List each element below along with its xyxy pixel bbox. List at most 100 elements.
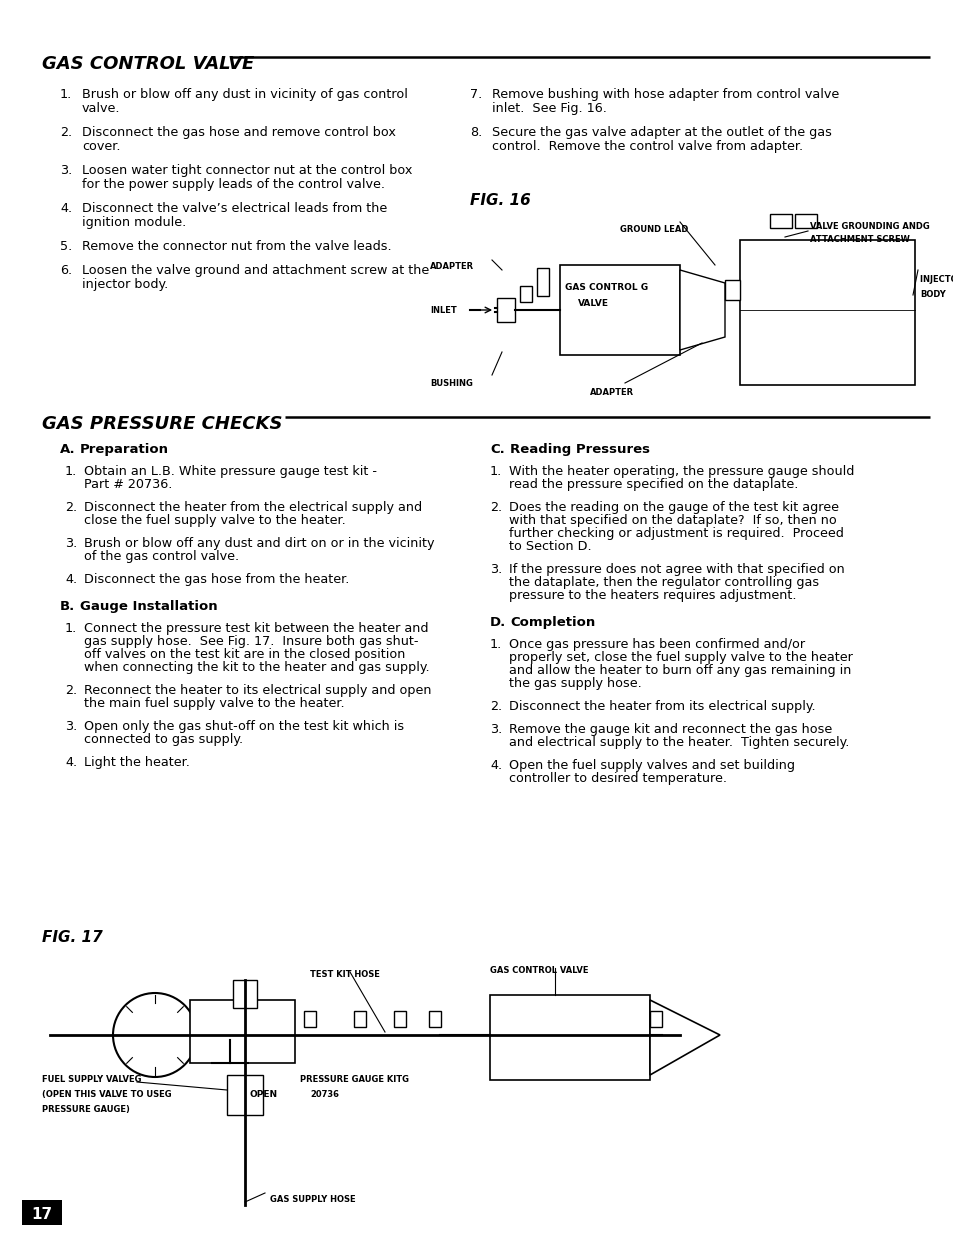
Text: the gas supply hose.: the gas supply hose. [509, 677, 641, 690]
Bar [724, 280, 740, 300]
Text: 1.: 1. [65, 622, 77, 635]
Text: BUSHING: BUSHING [430, 379, 473, 388]
Text: ignition module.: ignition module. [82, 216, 186, 228]
Text: FIG. 17: FIG. 17 [42, 930, 103, 945]
Text: 4.: 4. [65, 756, 77, 769]
Text: 2.: 2. [490, 501, 501, 514]
Text: Brush or blow off any dust in vicinity of gas control: Brush or blow off any dust in vicinity o… [82, 88, 408, 101]
Text: INJECTOR G: INJECTOR G [919, 275, 953, 284]
Text: 1.: 1. [60, 88, 72, 101]
Bar [190, 1000, 294, 1063]
Text: With the heater operating, the pressure gauge should: With the heater operating, the pressure … [509, 466, 854, 478]
Text: gas supply hose.  See Fig. 17.  Insure both gas shut-: gas supply hose. See Fig. 17. Insure bot… [84, 635, 418, 648]
Text: 4.: 4. [65, 573, 77, 585]
Text: the dataplate, then the regulator controlling gas: the dataplate, then the regulator contro… [509, 576, 819, 589]
Text: ADAPTER: ADAPTER [430, 262, 474, 270]
Text: Disconnect the heater from its electrical supply.: Disconnect the heater from its electrica… [509, 700, 815, 713]
Text: 3.: 3. [65, 537, 77, 550]
Text: to Section D.: to Section D. [509, 540, 591, 553]
Text: Connect the pressure test kit between the heater and: Connect the pressure test kit between th… [84, 622, 428, 635]
Text: If the pressure does not agree with that specified on: If the pressure does not agree with that… [509, 563, 843, 576]
Bar [490, 995, 649, 1079]
Text: 2.: 2. [490, 700, 501, 713]
Text: Disconnect the gas hose and remove control box: Disconnect the gas hose and remove contr… [82, 126, 395, 140]
Text: Part # 20736.: Part # 20736. [84, 478, 172, 492]
Text: FUEL SUPPLY VALVEG: FUEL SUPPLY VALVEG [42, 1074, 141, 1084]
Text: Remove bushing with hose adapter from control valve: Remove bushing with hose adapter from co… [492, 88, 839, 101]
Text: connected to gas supply.: connected to gas supply. [84, 734, 243, 746]
Text: Once gas pressure has been confirmed and/or: Once gas pressure has been confirmed and… [509, 638, 804, 651]
Polygon shape [679, 270, 724, 350]
Text: Disconnect the valve’s electrical leads from the: Disconnect the valve’s electrical leads … [82, 203, 387, 215]
Text: Light the heater.: Light the heater. [84, 756, 190, 769]
Text: Secure the gas valve adapter at the outlet of the gas: Secure the gas valve adapter at the outl… [492, 126, 831, 140]
Text: 5.: 5. [60, 240, 72, 253]
Text: GAS CONTROL VALVE: GAS CONTROL VALVE [42, 56, 254, 73]
Text: 6.: 6. [60, 264, 72, 277]
Text: and allow the heater to burn off any gas remaining in: and allow the heater to burn off any gas… [509, 664, 850, 677]
Text: Open only the gas shut-off on the test kit which is: Open only the gas shut-off on the test k… [84, 720, 404, 734]
Text: GAS SUPPLY HOSE: GAS SUPPLY HOSE [270, 1195, 355, 1204]
Text: ATTACHMENT SCREW: ATTACHMENT SCREW [809, 235, 909, 245]
Text: (OPEN THIS VALVE TO USEG: (OPEN THIS VALVE TO USEG [42, 1091, 172, 1099]
Text: GROUND LEAD: GROUND LEAD [619, 225, 688, 233]
Text: Gauge Installation: Gauge Installation [80, 600, 217, 613]
Bar [519, 287, 532, 303]
Text: Remove the gauge kit and reconnect the gas hose: Remove the gauge kit and reconnect the g… [509, 722, 831, 736]
Text: TEST KIT HOSE: TEST KIT HOSE [310, 969, 379, 979]
Bar [537, 268, 548, 296]
Polygon shape [649, 1000, 720, 1074]
Text: pressure to the heaters requires adjustment.: pressure to the heaters requires adjustm… [509, 589, 796, 601]
Text: GAS CONTROL G: GAS CONTROL G [564, 283, 647, 291]
Text: 17: 17 [31, 1207, 52, 1221]
Text: properly set, close the fuel supply valve to the heater: properly set, close the fuel supply valv… [509, 651, 852, 664]
Text: Remove the connector nut from the valve leads.: Remove the connector nut from the valve … [82, 240, 392, 253]
Text: Reconnect the heater to its electrical supply and open: Reconnect the heater to its electrical s… [84, 684, 431, 697]
Text: 8.: 8. [470, 126, 482, 140]
Text: inlet.  See Fig. 16.: inlet. See Fig. 16. [492, 103, 606, 115]
Bar [354, 1011, 366, 1028]
Bar [740, 240, 914, 385]
Text: Loosen water tight connector nut at the control box: Loosen water tight connector nut at the … [82, 164, 412, 177]
Text: VALVE GROUNDING ANDG: VALVE GROUNDING ANDG [809, 222, 929, 231]
Text: 2.: 2. [65, 684, 77, 697]
Text: cover.: cover. [82, 140, 120, 153]
Text: for the power supply leads of the control valve.: for the power supply leads of the contro… [82, 178, 385, 191]
Text: 3.: 3. [60, 164, 72, 177]
Bar [233, 981, 256, 1008]
Text: PRESSURE GAUGE): PRESSURE GAUGE) [42, 1105, 130, 1114]
Bar [769, 214, 791, 228]
Bar [22, 1200, 62, 1225]
Text: A.: A. [60, 443, 75, 456]
Text: 7.: 7. [470, 88, 482, 101]
Text: Obtain an L.B. White pressure gauge test kit -: Obtain an L.B. White pressure gauge test… [84, 466, 376, 478]
Text: control.  Remove the control valve from adapter.: control. Remove the control valve from a… [492, 140, 802, 153]
Text: GAS PRESSURE CHECKS: GAS PRESSURE CHECKS [42, 415, 282, 433]
Text: with that specified on the dataplate?  If so, then no: with that specified on the dataplate? If… [509, 514, 836, 527]
Bar [559, 266, 679, 354]
Text: of the gas control valve.: of the gas control valve. [84, 550, 239, 563]
Text: C.: C. [490, 443, 504, 456]
Text: 20736: 20736 [310, 1091, 338, 1099]
Text: D.: D. [490, 616, 506, 629]
Text: 2.: 2. [60, 126, 72, 140]
Text: 3.: 3. [490, 722, 501, 736]
Text: FIG. 16: FIG. 16 [470, 193, 530, 207]
Text: PRESSURE GAUGE KITG: PRESSURE GAUGE KITG [299, 1074, 409, 1084]
Text: Loosen the valve ground and attachment screw at the: Loosen the valve ground and attachment s… [82, 264, 429, 277]
Text: INLET: INLET [430, 306, 456, 315]
Text: close the fuel supply valve to the heater.: close the fuel supply valve to the heate… [84, 514, 345, 527]
Text: Reading Pressures: Reading Pressures [510, 443, 649, 456]
Text: VALVE: VALVE [578, 299, 608, 308]
Bar [497, 298, 515, 322]
Text: further checking or adjustment is required.  Proceed: further checking or adjustment is requir… [509, 527, 843, 540]
Text: Preparation: Preparation [80, 443, 169, 456]
Text: when connecting the kit to the heater and gas supply.: when connecting the kit to the heater an… [84, 661, 429, 674]
Text: 3.: 3. [65, 720, 77, 734]
Text: OPEN: OPEN [250, 1091, 278, 1099]
Bar [429, 1011, 440, 1028]
Text: Does the reading on the gauge of the test kit agree: Does the reading on the gauge of the tes… [509, 501, 838, 514]
Text: BODY: BODY [919, 290, 944, 299]
Bar [394, 1011, 406, 1028]
Bar [794, 214, 816, 228]
